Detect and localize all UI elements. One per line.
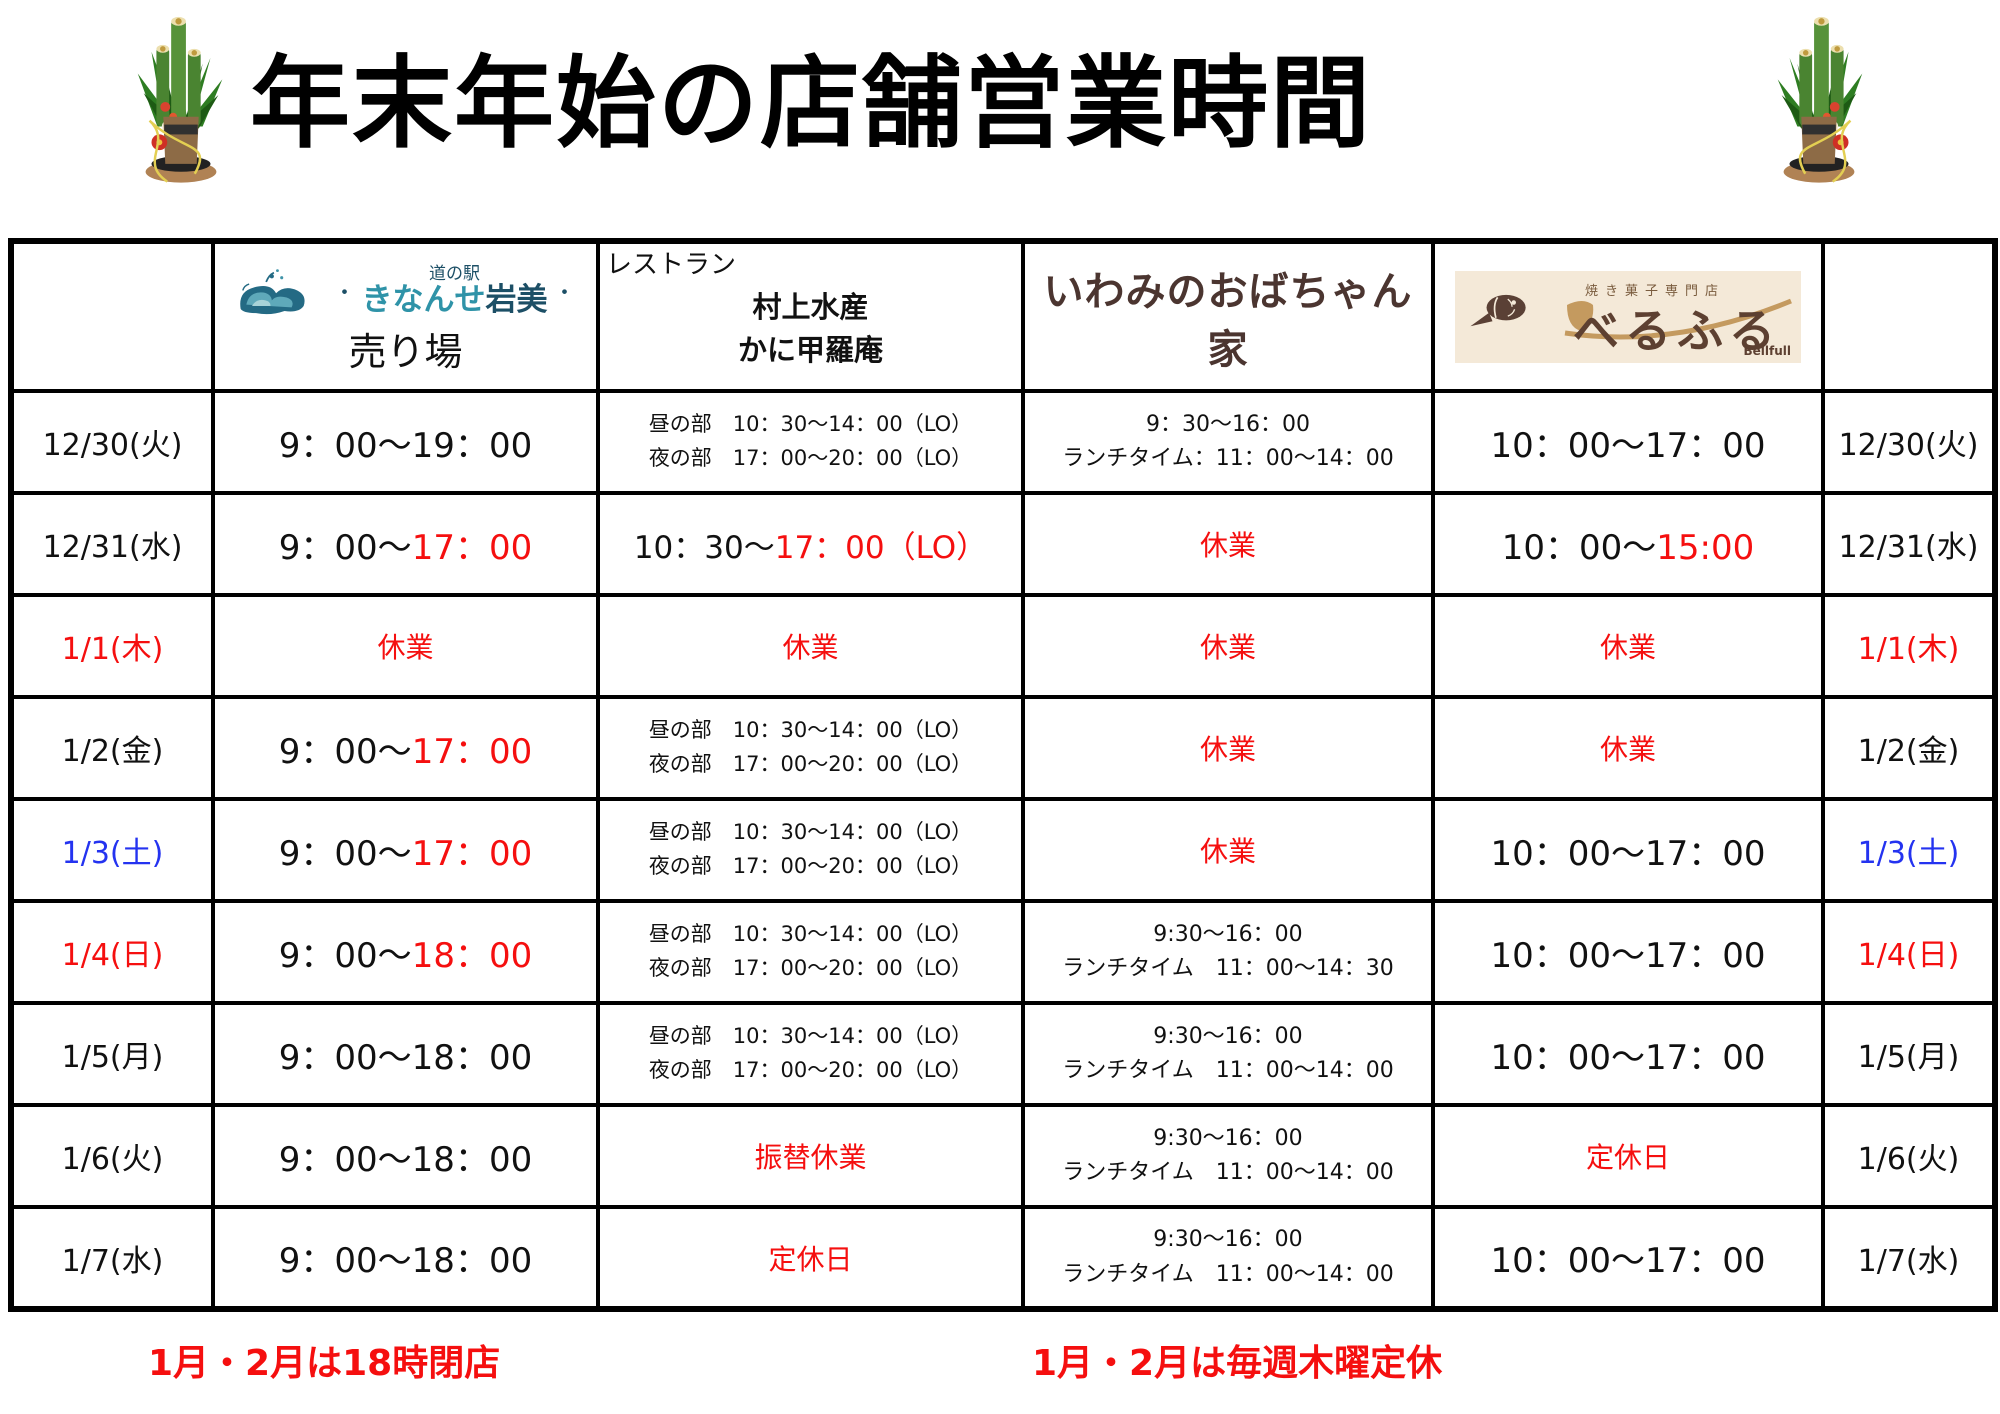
date-cell-right: 1/4(日): [1821, 899, 1997, 1005]
schedule-table-body: ・ 道の駅 きなんせ岩美 ・ 売り場 レストラン 村上水産 かに甲羅庵 いわみの…: [9, 239, 1997, 1311]
date-cell-left: 12/31(水): [9, 491, 215, 597]
date-cell-left: 12/30(火): [9, 389, 215, 495]
cell-bellfull: 10：00～17：00: [1431, 899, 1825, 1005]
kinanse-logo: ・ 道の駅 きなんせ岩美 ・: [217, 263, 594, 319]
date-cell-left: 1/3(土): [9, 797, 215, 903]
kadomatsu-decoration-icon: [136, 15, 224, 184]
column-header-bellfull: 焼き菓子専門店 べるふる Bellfull: [1431, 239, 1825, 393]
road-station-label: 道の駅: [429, 263, 480, 284]
dot-decoration: ・: [553, 281, 576, 306]
store-header-row: ・ 道の駅 きなんせ岩美 ・ 売り場 レストラン 村上水産 かに甲羅庵 いわみの…: [9, 239, 1997, 393]
cell-kinanse-uriba: 9：00～18：00: [211, 1103, 600, 1209]
cell-kinanse-uriba: 9：00～18：00: [211, 899, 600, 1005]
table-row: 1/6(火) 9：00～18：00 振替休業 9:30～16：00 ランチタイム 11：…: [9, 1103, 1997, 1209]
business-hours-table: ・ 道の駅 きなんせ岩美 ・ 売り場 レストラン 村上水産 かに甲羅庵 いわみの…: [8, 238, 1998, 1312]
cell-murakami-suisan: 昼の部 10：30～14：00（LO） 夜の部 17：00～20：00（LO）: [596, 695, 1025, 801]
cell-bellfull: 休業: [1431, 695, 1825, 801]
kadomatsu-decoration-icon: [1776, 15, 1864, 184]
date-cell-left: 1/5(月): [9, 1001, 215, 1107]
cell-obachan-chi: 休業: [1021, 797, 1435, 903]
cell-bellfull: 10：00～15:00: [1431, 491, 1825, 597]
note-closing-18: 1月・2月は18時閉店: [148, 1343, 501, 1384]
date-cell-left: 1/2(金): [9, 695, 215, 801]
cell-obachan-chi: 休業: [1021, 491, 1435, 597]
header-empty-left: [9, 239, 215, 393]
date-cell-left: 1/6(火): [9, 1103, 215, 1209]
cell-bellfull: 10：00～17：00: [1431, 1205, 1825, 1311]
bellfull-roman-label: Bellfull: [1743, 343, 1791, 358]
table-row: 1/3(土) 9：00～17：00 昼の部 10：30～14：00（LO） 夜の部 1…: [9, 797, 1997, 903]
date-cell-left: 1/4(日): [9, 899, 215, 1005]
dot-decoration: ・: [333, 281, 356, 306]
cell-obachan-chi: 休業: [1021, 695, 1435, 801]
cell-obachan-chi: 9:30～16：00 ランチタイム 11：00～14：00: [1021, 1001, 1435, 1107]
page-title: 年末年始の店舗営業時間: [250, 44, 1372, 162]
cell-bellfull: 休業: [1431, 593, 1825, 699]
cell-obachan-chi: 休業: [1021, 593, 1435, 699]
date-cell-left: 1/1(木): [9, 593, 215, 699]
bellfull-tagline: 焼き菓子専門店: [1585, 283, 1726, 299]
date-cell-right: 1/1(木): [1821, 593, 1997, 699]
cell-kinanse-uriba: 休業: [211, 593, 600, 699]
cell-murakami-suisan: 10：30～17：00（LO）: [596, 491, 1025, 597]
cell-obachan-chi: 9:30～16：00 ランチタイム 11：00～14：00: [1021, 1103, 1435, 1209]
brush-swoosh-icon: [1564, 298, 1792, 339]
table-row: 1/7(水) 9：00～18：00 定休日 9:30～16：00 ランチタイム 11：0…: [9, 1205, 1997, 1311]
table-row: 12/30(火) 9：00～19：00 昼の部 10：30～14：00（LO） 夜の部…: [9, 389, 1997, 495]
cell-murakami-suisan: 昼の部 10：30～14：00（LO） 夜の部 17：00～20：00（LO）: [596, 1001, 1025, 1107]
cell-kinanse-uriba: 9：00～17：00: [211, 491, 600, 597]
date-cell-right: 1/7(水): [1821, 1205, 1997, 1311]
taiyaki-fish-icon: [1469, 293, 1527, 327]
column-header-kinanse-iwami: ・ 道の駅 きなんせ岩美 ・ 売り場: [211, 239, 600, 393]
cell-murakami-suisan: 定休日: [596, 1205, 1025, 1311]
cell-obachan-chi: 9:30～16：00 ランチタイム 11：00～14：30: [1021, 899, 1435, 1005]
cell-kinanse-uriba: 9：00～18：00: [211, 1205, 600, 1311]
date-cell-right: 1/2(金): [1821, 695, 1997, 801]
cell-kinanse-uriba: 9：00～17：00: [211, 695, 600, 801]
kinanse-name: きなんせ岩美: [361, 281, 548, 318]
cell-obachan-chi: 9：30～16：00 ランチタイム：11：00～14：00: [1021, 389, 1435, 495]
store-name-obachan: いわみのおばちゃん家: [1043, 267, 1413, 373]
cell-kinanse-uriba: 9：00～17：00: [211, 797, 600, 903]
wave-logo-icon: [239, 267, 306, 315]
cell-bellfull: 定休日: [1431, 1103, 1825, 1209]
cell-bellfull: 10：00～17：00: [1431, 1001, 1825, 1107]
cell-murakami-suisan: 昼の部 10：30～14：00（LO） 夜の部 17：00～20：00（LO）: [596, 899, 1025, 1005]
cell-murakami-suisan: 昼の部 10：30～14：00（LO） 夜の部 17：00～20：00（LO）: [596, 797, 1025, 903]
restaurant-label: レストラン: [606, 250, 737, 280]
cell-bellfull: 10：00～17：00: [1431, 797, 1825, 903]
note-thursday-closed: 1月・2月は毎週木曜定休: [1032, 1343, 1443, 1384]
table-row: 1/4(日) 9：00～18：00 昼の部 10：30～14：00（LO） 夜の部 1…: [9, 899, 1997, 1005]
cell-kinanse-uriba: 9：00～18：00: [211, 1001, 600, 1107]
date-cell-left: 1/7(水): [9, 1205, 215, 1311]
cell-murakami-suisan: 振替休業: [596, 1103, 1025, 1209]
cell-murakami-suisan: 昼の部 10：30～14：00（LO） 夜の部 17：00～20：00（LO）: [596, 389, 1025, 495]
date-cell-right: 1/3(土): [1821, 797, 1997, 903]
table-row: 1/5(月) 9：00～18：00 昼の部 10：30～14：00（LO） 夜の部 1…: [9, 1001, 1997, 1107]
cell-murakami-suisan: 休業: [596, 593, 1025, 699]
store-name-bellfull: べるふる: [1573, 303, 1781, 358]
column-header-murakami-suisan: レストラン 村上水産 かに甲羅庵: [596, 239, 1025, 393]
table-row: 1/2(金) 9：00～17：00 昼の部 10：30～14：00（LO） 夜の部 1…: [9, 695, 1997, 801]
date-cell-right: 1/5(月): [1821, 1001, 1997, 1107]
date-cell-right: 1/6(火): [1821, 1103, 1997, 1209]
sales-floor-label: 売り場: [348, 329, 463, 374]
table-row: 12/31(水) 9：00～17：00 10：30～17：00（LO） 休業 10：00…: [9, 491, 1997, 597]
header-empty-right: [1821, 239, 1997, 393]
cell-obachan-chi: 9:30～16：00 ランチタイム 11：00～14：00: [1021, 1205, 1435, 1311]
cell-bellfull: 10：00～17：00: [1431, 389, 1825, 495]
cell-kinanse-uriba: 9：00～19：00: [211, 389, 600, 495]
column-header-obachan-chi: いわみのおばちゃん家: [1021, 239, 1435, 393]
table-row: 1/1(木) 休業 休業 休業 休業 1/1(木): [9, 593, 1997, 699]
store-name-murakami: 村上水産: [752, 290, 869, 325]
date-cell-right: 12/31(水): [1821, 491, 1997, 597]
date-cell-right: 12/30(火): [1821, 389, 1997, 495]
bellfull-logo: 焼き菓子専門店 べるふる Bellfull: [1455, 270, 1801, 363]
store-name-kanikoraan: かに甲羅庵: [737, 332, 883, 367]
